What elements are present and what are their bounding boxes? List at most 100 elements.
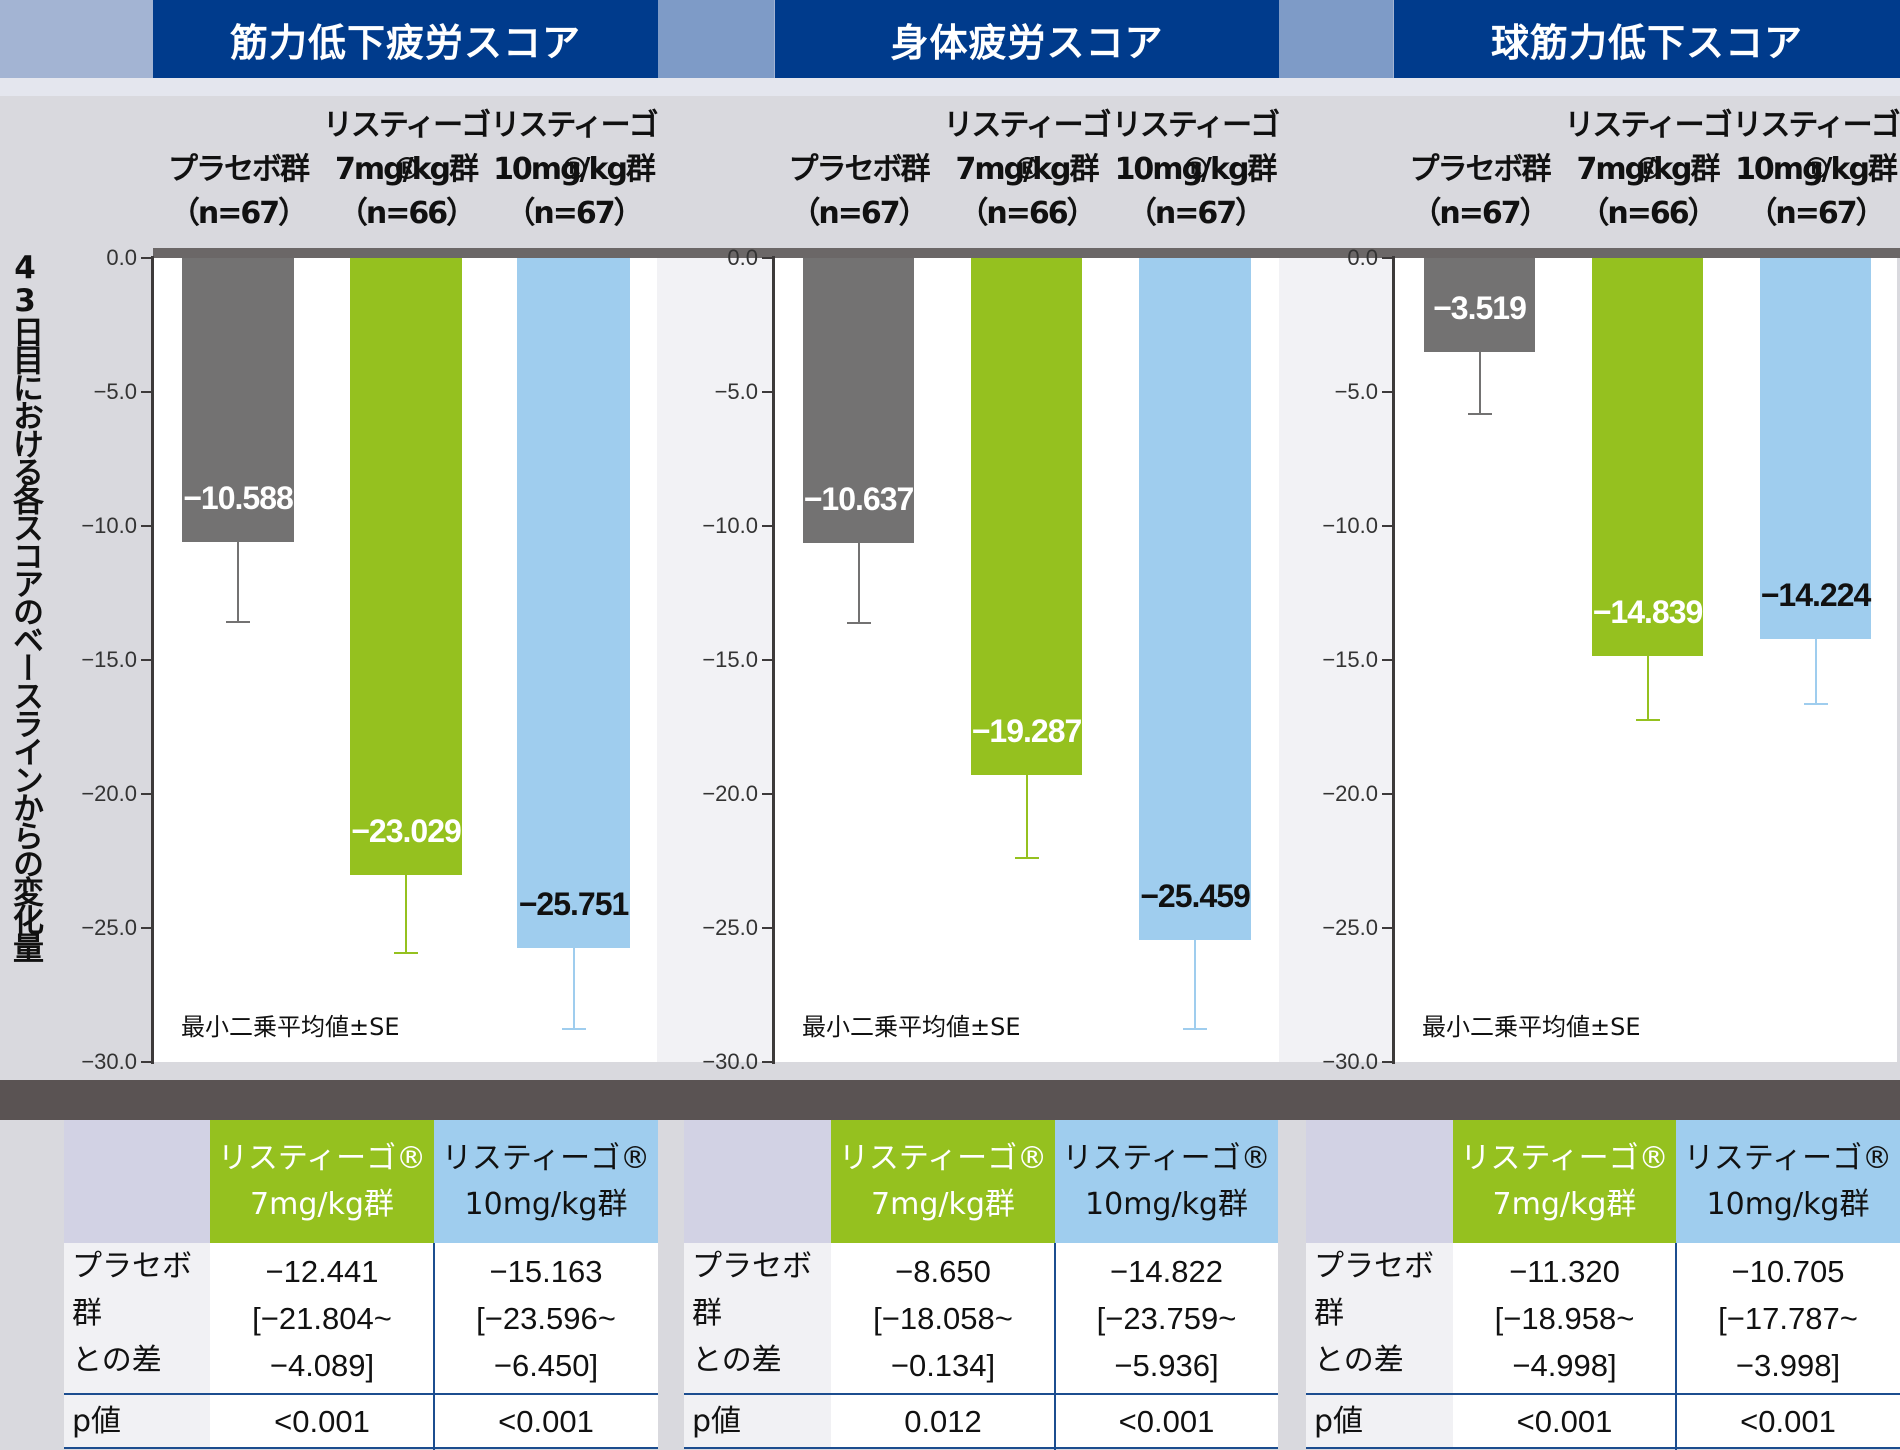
y-tick: [1382, 257, 1392, 259]
group-label-dose10: リスティーゴ® 10mg/kg群 （n=67）: [1721, 104, 1900, 236]
error-bar: [405, 875, 407, 953]
group-label-line2: プラセボ群: [168, 152, 310, 187]
y-tick-label: −15.0: [81, 647, 137, 672]
panel-title-bulbar-weakness: 球筋力低下スコア: [1394, 0, 1900, 78]
diff-cell-7mg: −11.320 [−18.958~ −4.998]: [1453, 1243, 1676, 1393]
y-tick: [1382, 391, 1392, 393]
y-tick: [762, 1061, 772, 1063]
p-value-7mg: <0.001: [210, 1395, 434, 1448]
y-tick-label: 0.0: [106, 245, 137, 270]
table-divider: [64, 1393, 658, 1395]
group-label-line3: （n=67）: [1126, 196, 1265, 231]
y-tick-label: −10.0: [702, 513, 758, 538]
error-bar: [1814, 639, 1817, 704]
group-label-line2: 7mg/kg群: [1576, 152, 1721, 187]
y-tick-label: −10.0: [1322, 513, 1378, 538]
y-tick: [141, 525, 151, 527]
bar-dose10[interactable]: −14.224: [1760, 258, 1871, 640]
table-header-7mg: リスティーゴ® 7mg/kg群: [1453, 1120, 1676, 1243]
bar-placebo[interactable]: −10.588: [182, 258, 294, 542]
y-axis-label: 43日目における各スコアのベースラインからの変化量: [7, 250, 43, 960]
y-tick-label: −25.0: [81, 915, 137, 940]
row-label-line: との差: [1314, 1343, 1404, 1378]
group-label-line1: リスティーゴ®: [490, 108, 658, 187]
se-note: 最小二乗平均値±SE: [181, 1013, 400, 1041]
diff-estimate: −15.163: [489, 1253, 603, 1289]
zero-line-band: [153, 248, 1900, 258]
group-label-line2: 10mg/kg群: [493, 152, 656, 187]
table-divider: [684, 1447, 1278, 1449]
y-tick-label: −15.0: [1322, 647, 1378, 672]
bar-dose7[interactable]: −23.029: [350, 258, 462, 876]
ci-upper: −0.134]: [890, 1347, 996, 1383]
row-label-line: プラセボ群: [72, 1249, 192, 1331]
bar-placebo[interactable]: −3.519: [1424, 258, 1535, 353]
table-header-blank: [64, 1120, 210, 1243]
ci-upper: −5.936]: [1114, 1347, 1219, 1383]
group-label-line2: プラセボ群: [788, 152, 931, 187]
y-tick: [141, 1061, 151, 1063]
p-value-10mg: <0.001: [1055, 1395, 1278, 1448]
header-dose: 10mg/kg群: [1085, 1186, 1248, 1222]
bar-value-label: −25.459: [1140, 878, 1251, 915]
group-label-dose10: リスティーゴ® 10mg/kg群 （n=67）: [479, 104, 669, 236]
ci-upper: −4.998]: [1512, 1347, 1617, 1383]
error-bar: [1478, 352, 1481, 414]
diff-estimate: −12.441: [265, 1253, 379, 1289]
bar-dose7[interactable]: −19.287: [971, 258, 1082, 775]
bar-value-label: −14.839: [1592, 593, 1704, 630]
p-value-7mg: <0.001: [1453, 1395, 1676, 1448]
diff-cell-10mg: −15.163 [−23.596~ −6.450]: [434, 1243, 658, 1393]
table-header-7mg: リスティーゴ® 7mg/kg群: [210, 1120, 434, 1243]
bar-dose10[interactable]: −25.751: [517, 258, 630, 949]
plot-gutter: [1279, 258, 1394, 1062]
bar-dose7[interactable]: −14.839: [1592, 258, 1703, 656]
section-divider: [0, 1080, 1900, 1120]
header-drug-name: リスティーゴ®: [838, 1140, 1048, 1176]
header-drug-name: リスティーゴ®: [1062, 1140, 1271, 1176]
y-tick-label: −5.0: [714, 379, 758, 404]
y-tick: [1382, 927, 1392, 929]
table-header-10mg: リスティーゴ® 10mg/kg群: [1055, 1120, 1278, 1243]
plot-gutter: [657, 258, 774, 1062]
diff-cell-10mg: −14.822 [−23.759~ −5.936]: [1055, 1243, 1278, 1393]
y-tick-label: −25.0: [702, 915, 758, 940]
bar-value-label: −10.588: [183, 479, 294, 516]
group-label-line3: （n=67）: [505, 196, 643, 231]
group-label-line3: （n=66）: [1579, 196, 1717, 231]
diff-cell-10mg: −10.705 [−17.787~ −3.998]: [1676, 1243, 1900, 1393]
header-strip: [0, 78, 1900, 96]
table-divider: [684, 1393, 1278, 1395]
bar-dose10[interactable]: −25.459: [1139, 258, 1251, 941]
y-tick: [1382, 793, 1392, 795]
group-label-line1: リスティーゴ®: [322, 108, 491, 187]
header-drug-name: リスティーゴ®: [217, 1140, 427, 1176]
error-bar-cap: [1014, 856, 1039, 859]
bar-placebo[interactable]: −10.637: [803, 258, 914, 544]
row-label-p-value: p値: [64, 1395, 210, 1448]
group-label-line1: [1385, 104, 1575, 148]
group-label-line2: 10mg/kg群: [1114, 152, 1278, 187]
y-tick-label: −20.0: [81, 781, 137, 806]
y-tick-label: −5.0: [1334, 379, 1378, 404]
y-axis-line: [151, 256, 154, 1064]
y-tick-label: −30.0: [81, 1049, 137, 1074]
group-label-line3: （n=67）: [790, 196, 928, 231]
diff-estimate: −10.705: [1731, 1253, 1845, 1289]
table-header-7mg: リスティーゴ® 7mg/kg群: [831, 1120, 1055, 1243]
ci-lower: [−17.787~: [1718, 1300, 1858, 1336]
group-label-dose10: リスティーゴ® 10mg/kg群 （n=67）: [1100, 104, 1290, 236]
se-note: 最小二乗平均値±SE: [802, 1013, 1021, 1041]
y-tick: [141, 257, 151, 259]
y-tick-label: −10.0: [81, 513, 137, 538]
group-label-line1: リスティーゴ®: [1732, 108, 1900, 187]
table-divider: [1306, 1447, 1900, 1449]
ci-lower: [−23.759~: [1096, 1300, 1237, 1336]
header-dose: 7mg/kg群: [871, 1186, 1015, 1222]
diff-estimate: −11.320: [1509, 1253, 1620, 1289]
ci-upper: −4.089]: [269, 1347, 375, 1383]
table-header-blank: [1306, 1120, 1453, 1243]
y-tick: [762, 659, 772, 661]
y-tick: [141, 927, 151, 929]
header-dose: 10mg/kg群: [1706, 1186, 1870, 1222]
